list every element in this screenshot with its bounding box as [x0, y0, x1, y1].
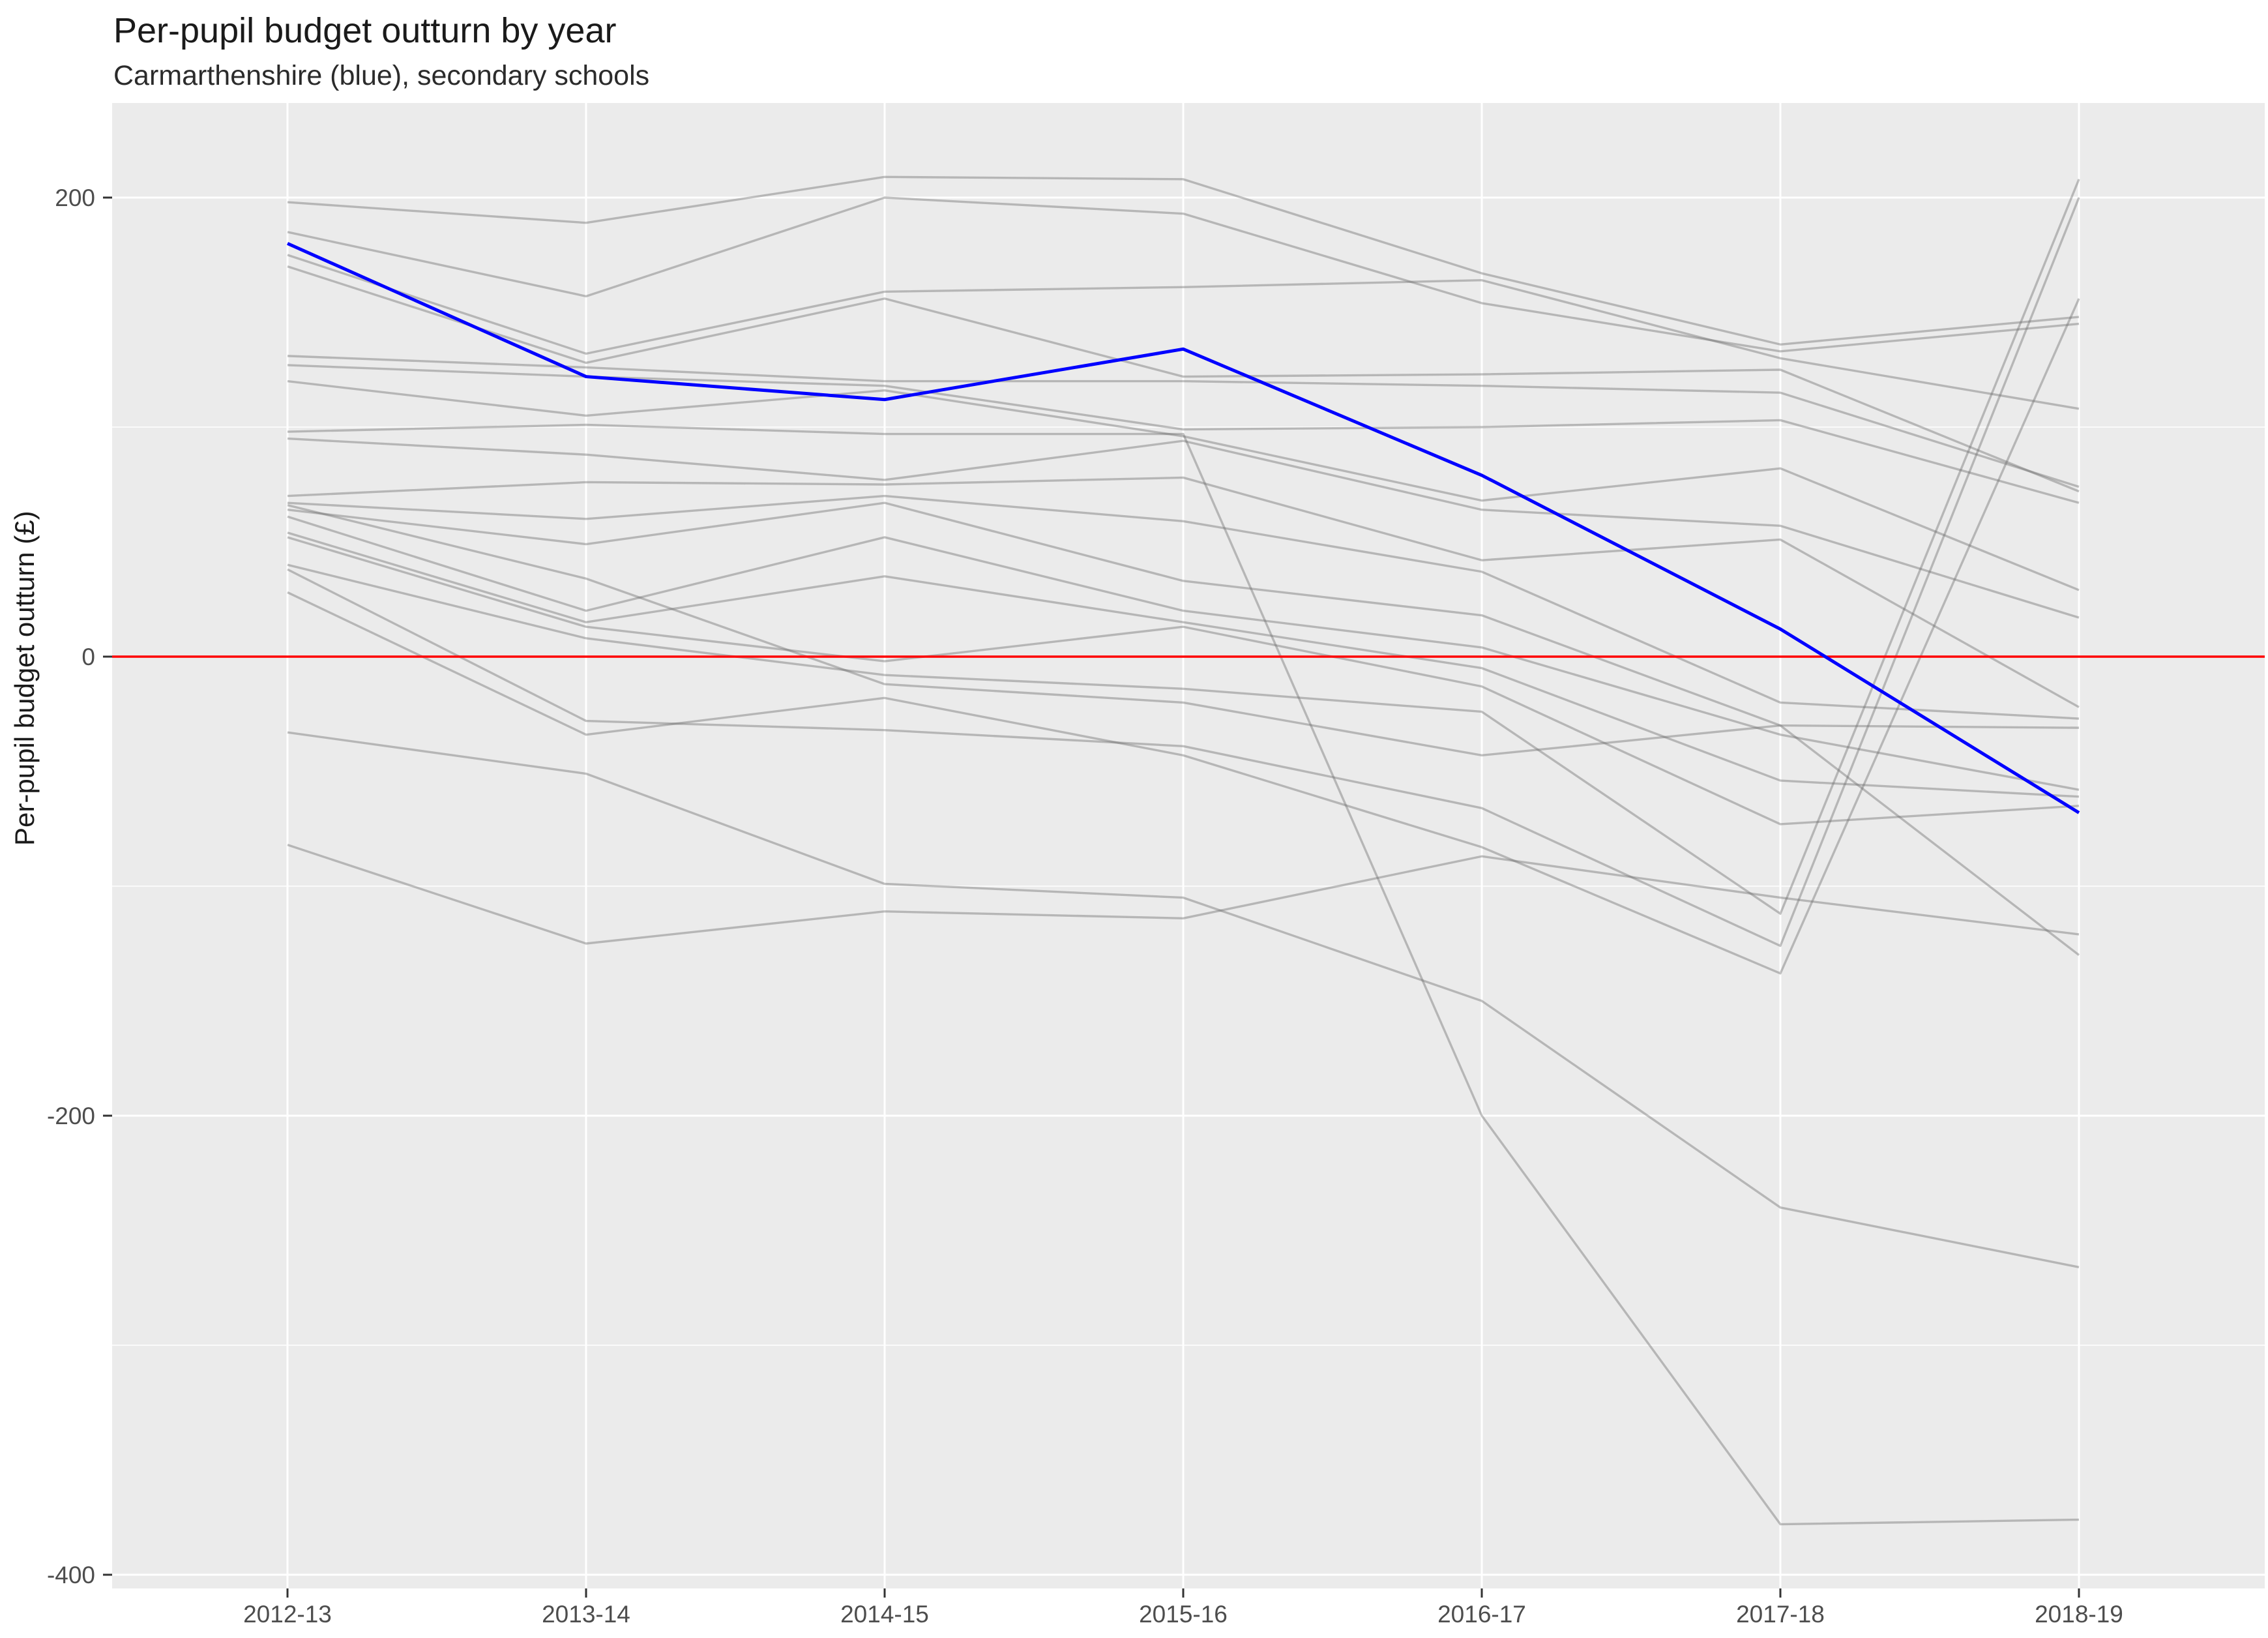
other-la-series-line: [287, 844, 2080, 945]
highlight-series-line: [286, 242, 2080, 814]
other-la-series-line: [287, 437, 2080, 619]
y-tick-label: 200: [55, 185, 95, 211]
other-la-series-line: [287, 197, 2080, 947]
other-la-series-line: [287, 494, 2080, 720]
x-tick-label: 2018-19: [2035, 1601, 2123, 1628]
panel-background: [112, 103, 2265, 1588]
other-la-series-line: [287, 179, 2080, 915]
other-la-series-line: [287, 476, 2080, 708]
other-la-series-line: [287, 298, 2080, 975]
x-tick-label: 2014-15: [840, 1601, 929, 1628]
x-tick-label: 2012-13: [243, 1601, 332, 1628]
chart-title: Per-pupil budget outturn by year: [113, 11, 617, 50]
other-la-series-line: [287, 254, 2080, 410]
other-la-series-line: [287, 175, 2080, 346]
other-la-series-line: [287, 355, 2080, 488]
other-la-series-line: [287, 265, 2080, 493]
other-la-series-line: [287, 515, 2080, 791]
x-tick-label: 2015-16: [1139, 1601, 1228, 1628]
other-la-series-line: [287, 501, 2080, 729]
x-tick-label: 2016-17: [1437, 1601, 1526, 1628]
chart-subtitle: Carmarthenshire (blue), secondary school…: [113, 60, 650, 91]
other-la-series-line: [287, 380, 2080, 591]
other-la-series-line: [287, 423, 2080, 1526]
other-la-series-line: [287, 731, 2080, 1268]
x-tick-label: 2017-18: [1736, 1601, 1825, 1628]
other-la-series-line: [287, 531, 2080, 798]
y-tick-label: -200: [47, 1103, 95, 1129]
y-tick-label: 0: [81, 644, 95, 670]
other-la-series-line: [287, 536, 2080, 826]
x-tick-label: 2013-14: [542, 1601, 630, 1628]
other-la-series-line: [287, 196, 2080, 353]
other-la-series-line: [287, 504, 2080, 956]
y-tick-label: -400: [47, 1562, 95, 1588]
